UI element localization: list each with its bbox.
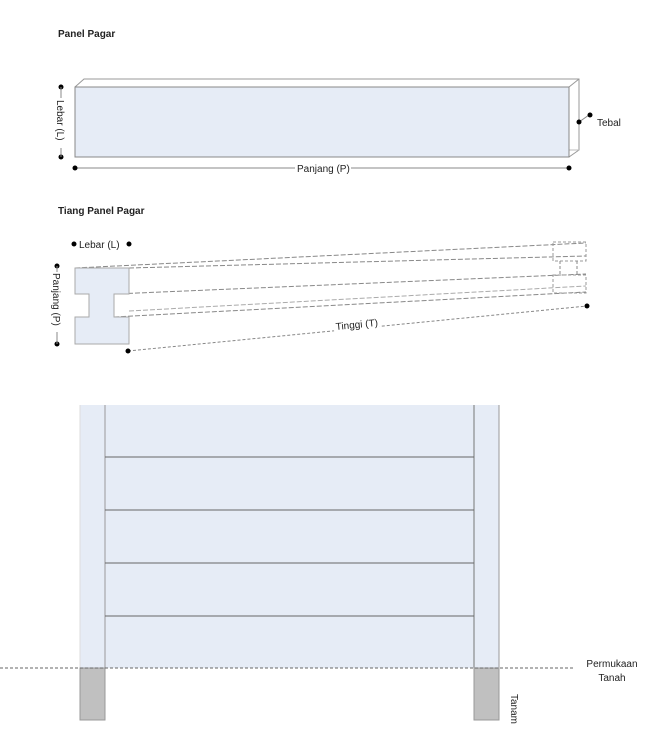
right-post (474, 405, 499, 668)
post-cross-section (74, 267, 130, 345)
panel-thickness-dimension: Tebal (576, 112, 621, 129)
panel-length-dimension: Panjang (P) (72, 161, 572, 175)
ground-label-line2: Tanah (598, 673, 625, 684)
post-title: Tiang Panel Pagar (58, 206, 145, 217)
post-length-dimension: Panjang (P) (50, 263, 63, 347)
post-length-label: Panjang (P) (50, 273, 61, 326)
ground-label-line1: Permukaan (586, 659, 637, 670)
post-width-dimension: Lebar (L) (71, 240, 132, 251)
panel-shape (74, 78, 580, 158)
post-shape (74, 241, 587, 318)
left-post (80, 405, 105, 668)
panel-width-dimension: Lebar (L) (54, 84, 67, 160)
panel-length-label: Panjang (P) (297, 164, 350, 175)
fence-assembly (0, 405, 575, 721)
panel-thickness-label: Tebal (597, 118, 621, 129)
post-height-dimension: Tinggi (T) (125, 303, 590, 354)
left-post-buried (79, 667, 106, 721)
right-post-buried (473, 667, 500, 721)
panel-title: Panel Pagar (58, 29, 115, 40)
post-width-label: Lebar (L) (79, 240, 120, 251)
buried-label: Tanam (508, 694, 519, 724)
post-height-label: Tinggi (T) (335, 318, 378, 333)
panel-width-label: Lebar (L) (54, 100, 65, 141)
